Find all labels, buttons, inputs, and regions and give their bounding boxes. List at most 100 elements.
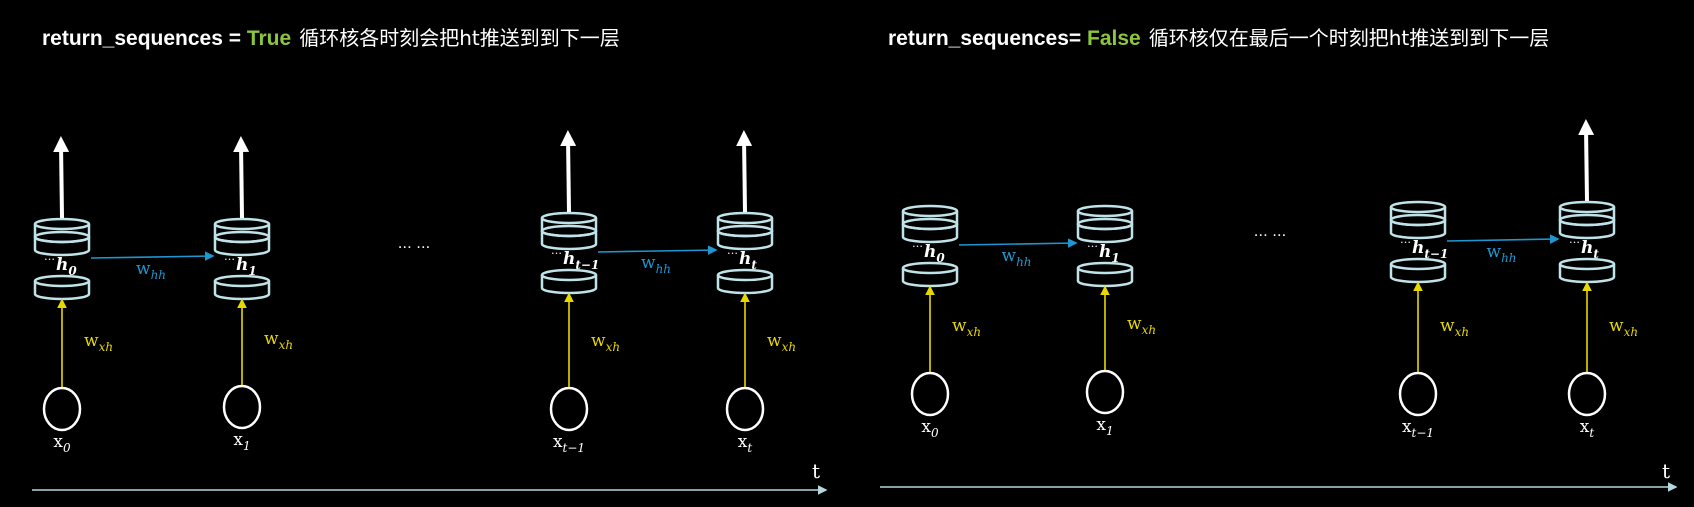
rnn-unit-3: … ht wxh xt: [716, 130, 796, 455]
input-label: xt−1: [1402, 417, 1434, 440]
input-label: xt: [1580, 417, 1595, 440]
title-left-code: return_sequences =: [42, 27, 247, 50]
memory-cell-middle: [540, 224, 598, 251]
input-node: [910, 371, 950, 417]
hidden-state-label: ht−1: [563, 249, 599, 272]
memory-cell-bottom: [716, 268, 774, 295]
rnn-unit-0: … h0 wxh x0 whh: [901, 204, 1078, 440]
memory-cell-bottom: [901, 261, 959, 288]
memory-cell-middle: [716, 224, 774, 251]
rnn-unit-3: … ht wxh xt: [1558, 119, 1638, 440]
memory-cell-bottom: [213, 274, 271, 301]
memory-cell-bottom: [1076, 261, 1134, 288]
recurrent-weight-label: whh: [136, 259, 166, 282]
recurrent-weight-label: whh: [641, 253, 671, 276]
memory-cell-bottom: [540, 268, 598, 295]
memory-ellipsis: …: [912, 237, 923, 250]
time-axis-label: t: [1662, 459, 1670, 483]
input-node: [222, 384, 262, 430]
memory-cell-top: [1389, 200, 1447, 227]
memory-ellipsis: …: [1569, 233, 1580, 246]
title-left-keyword: True: [246, 27, 292, 50]
memory-ellipsis: …: [224, 250, 235, 263]
input-weight-label: wxh: [1609, 316, 1638, 339]
input-label: xt: [738, 432, 753, 455]
hidden-state-label: h0: [924, 242, 945, 265]
memory-ellipsis: …: [1400, 233, 1411, 246]
hidden-state-label: ht: [1581, 238, 1599, 261]
memory-cell-top: [213, 217, 271, 244]
ellipsis: … …: [398, 236, 430, 252]
memory-ellipsis: …: [727, 244, 738, 257]
memory-cell-top: [1076, 204, 1134, 231]
memory-cell-middle: [901, 217, 959, 244]
memory-cell-top: [716, 211, 774, 238]
input-node: [1085, 369, 1125, 415]
rnn-unit-1: … h1 wxh x1: [213, 136, 293, 453]
hidden-state-label: ht−1: [1412, 238, 1448, 261]
output-arrow: [233, 136, 250, 219]
input-label: x0: [53, 432, 71, 455]
input-weight-label: wxh: [1440, 316, 1469, 339]
memory-cell-top: [33, 217, 91, 244]
memory-cell-middle: [1076, 217, 1134, 244]
input-label: x1: [233, 430, 250, 453]
output-arrow: [1578, 119, 1595, 202]
hidden-state-label: h1: [236, 255, 257, 278]
input-node: [42, 386, 82, 432]
memory-cell-bottom: [33, 274, 91, 301]
rnn-unit-2: … ht−1 wxh xt−1 whh: [540, 130, 718, 455]
title-right-keyword: False: [1087, 27, 1141, 50]
output-arrow: [560, 130, 577, 213]
memory-ellipsis: …: [551, 244, 562, 257]
input-node: [549, 386, 589, 432]
memory-cell-middle: [213, 230, 271, 257]
rnn-unit-2: … ht−1 wxh xt−1 whh: [1389, 200, 1560, 440]
memory-cell-bottom: [1389, 257, 1447, 284]
rnn-unit-0: … h0 wxh x0 whh: [33, 136, 215, 455]
memory-cell-bottom: [1558, 257, 1616, 284]
output-arrow: [736, 130, 753, 213]
memory-cell-top: [540, 211, 598, 238]
time-axis-label: t: [812, 459, 820, 483]
memory-cell-middle: [1558, 213, 1616, 240]
input-weight-label: wxh: [84, 331, 113, 354]
memory-cell-middle: [33, 230, 91, 257]
input-label: x0: [921, 417, 939, 440]
hidden-state-label: ht: [739, 249, 757, 272]
recurrent-weight-label: whh: [1002, 246, 1032, 269]
rnn-unit-1: … h1 wxh x1: [1076, 204, 1156, 438]
recurrent-arrow: [1446, 234, 1560, 244]
hidden-state-label: h0: [56, 255, 77, 278]
input-node: [725, 386, 765, 432]
title-left-description: 循环核各时刻会把ht推送到到下一层: [299, 26, 620, 50]
input-label: x1: [1096, 415, 1113, 438]
recurrent-weight-label: whh: [1487, 242, 1517, 265]
title-right: return_sequences= False 循环核仅在最后一个时刻把ht推送到…: [888, 22, 1549, 51]
input-node: [1567, 371, 1607, 417]
title-right-code: return_sequences=: [888, 27, 1088, 50]
input-node: [1398, 371, 1438, 417]
recurrent-arrow: [597, 245, 718, 255]
hidden-state-label: h1: [1099, 242, 1120, 265]
input-weight-label: wxh: [952, 316, 981, 339]
input-weight-label: wxh: [767, 331, 796, 354]
title-left: return_sequences = True 循环核各时刻会把ht推送到到下一层: [42, 22, 620, 51]
input-weight-label: wxh: [1127, 314, 1156, 337]
memory-ellipsis: …: [44, 250, 55, 263]
recurrent-arrow: [958, 238, 1078, 248]
memory-cell-top: [901, 204, 959, 231]
memory-cell-middle: [1389, 213, 1447, 240]
output-arrow: [53, 136, 70, 219]
input-weight-label: wxh: [264, 329, 293, 352]
input-label: xt−1: [553, 432, 585, 455]
input-weight-label: wxh: [591, 331, 620, 354]
title-right-description: 循环核仅在最后一个时刻把ht推送到到下一层: [1148, 26, 1550, 50]
memory-cell-top: [1558, 200, 1616, 227]
memory-ellipsis: …: [1087, 237, 1098, 250]
recurrent-arrow: [90, 251, 215, 261]
ellipsis: … …: [1254, 224, 1286, 240]
